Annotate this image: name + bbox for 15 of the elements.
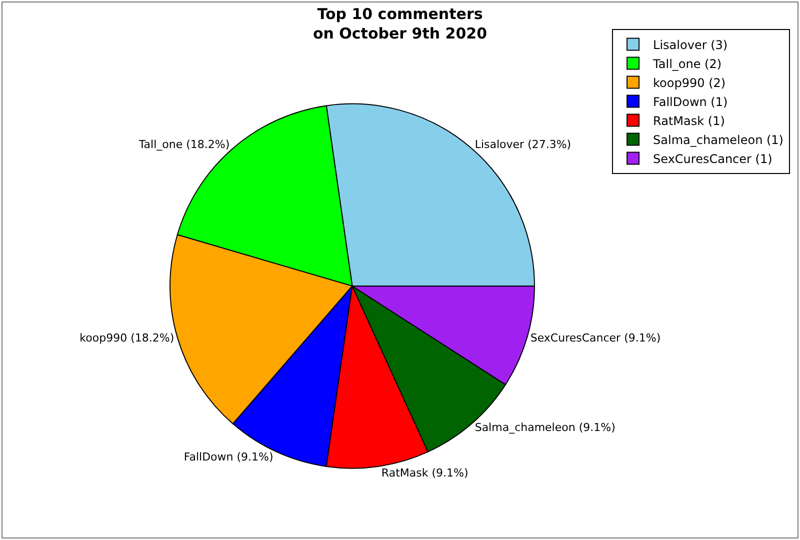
data-label: RatMask (9.1%): [381, 466, 468, 480]
legend-label: RatMask (1): [653, 114, 725, 128]
chart-title: Top 10 commenters on October 9th 2020: [312, 4, 488, 42]
legend-label: FallDown (1): [653, 94, 728, 109]
legend-label: Tall_one (2): [652, 56, 722, 71]
data-label: Lisalover (27.3%): [474, 138, 572, 152]
legend-label: koop990 (2): [653, 76, 726, 90]
data-label: SexCuresCancer (9.1%): [530, 331, 661, 344]
data-label: FallDown (9.1%): [184, 450, 274, 464]
legend-label: Lisalover (3): [653, 38, 728, 52]
data-label: Salma_chameleon (9.1%): [474, 421, 616, 434]
legend-label: SexCuresCancer (1): [653, 152, 772, 166]
legend-label: Salma_chameleon (1): [653, 132, 784, 147]
data-label: Tall_one (18.2%): [138, 138, 230, 152]
data-label: koop990 (18.2%): [80, 331, 174, 344]
